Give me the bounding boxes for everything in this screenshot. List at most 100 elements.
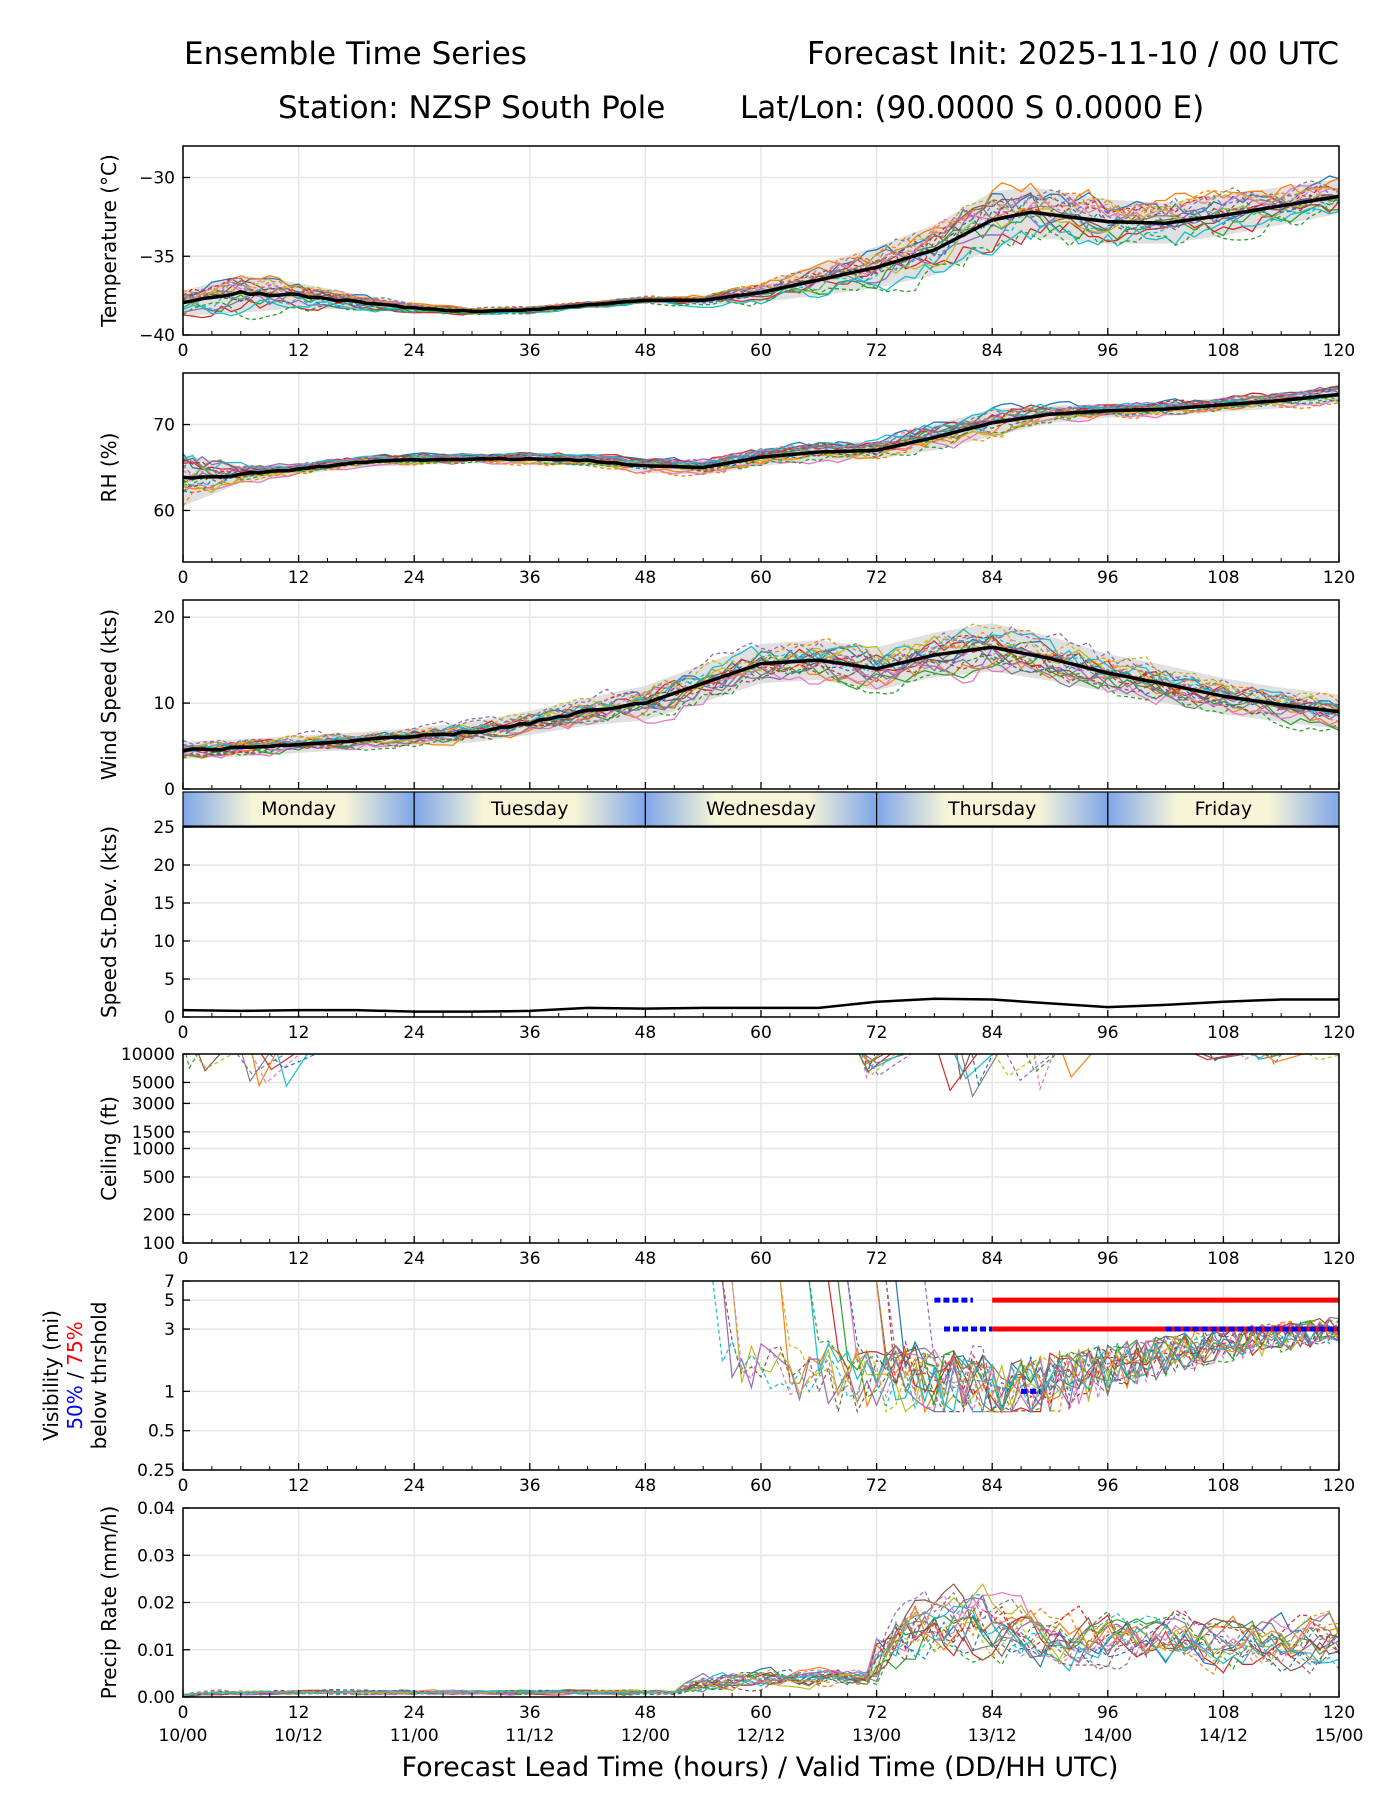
ceiling-member-line — [858, 1054, 881, 1070]
chart-title-left: Ensemble Time Series — [184, 36, 527, 72]
x-tick-label: 24 — [403, 1476, 425, 1496]
y-tick-label: 0.00 — [137, 1688, 175, 1708]
ceiling-member-line — [194, 1054, 233, 1070]
x-tick-label: 108 — [1207, 568, 1239, 588]
ensemble-member-line — [183, 207, 1339, 317]
ceiling-member-line — [251, 1054, 300, 1084]
label-75-percent: 75% — [63, 1321, 87, 1365]
plot-area — [185, 1054, 1339, 1098]
day-band — [875, 791, 1109, 827]
x-tick-label: 96 — [1097, 1476, 1119, 1496]
ceiling-member-line — [1062, 1054, 1092, 1079]
visibility-member-line — [924, 1281, 1339, 1399]
y-axis-label: Precip Rate (mm/h) — [97, 1506, 121, 1700]
x-tick-label: 84 — [981, 1476, 1003, 1496]
x-tick-label: 72 — [866, 1249, 888, 1269]
plot-area — [183, 1582, 1339, 1697]
x-tick-label: 120 — [1323, 341, 1355, 361]
x-tick-label: 12 — [288, 1703, 310, 1723]
y-tick-label: 20 — [153, 856, 175, 876]
plot-area — [712, 1281, 1339, 1414]
valid-time-label: 12/00 — [621, 1726, 670, 1746]
ceiling-member-line — [864, 1054, 912, 1077]
x-tick-label: 12 — [288, 1476, 310, 1496]
valid-time-label: 12/12 — [737, 1726, 786, 1746]
ceiling-member-line — [961, 1054, 999, 1098]
y-tick-label: 200 — [143, 1206, 175, 1226]
ceiling-member-line — [1263, 1054, 1304, 1063]
x-tick-label: 48 — [635, 1703, 657, 1723]
y-tick-label: 25 — [153, 818, 175, 838]
x-tick-label: 84 — [981, 1249, 1003, 1269]
x-tick-label: 12 — [288, 568, 310, 588]
x-tick-label: 60 — [750, 1249, 772, 1269]
x-tick-label: 72 — [866, 1703, 888, 1723]
valid-time-label: 13/12 — [968, 1726, 1017, 1746]
label-slash: / — [63, 1366, 87, 1385]
x-axis-label: Forecast Lead Time (hours) / Valid Time … — [402, 1752, 1119, 1783]
y-axis-label: RH (%) — [97, 433, 121, 503]
ceiling-member-line — [269, 1054, 317, 1069]
x-tick-label: 96 — [1097, 1703, 1119, 1723]
x-tick-label: 108 — [1207, 1249, 1239, 1269]
day-label: Wednesday — [706, 798, 816, 820]
ceiling-member-line — [251, 1054, 276, 1088]
y-tick-label: 7 — [164, 1272, 175, 1292]
panel-visibility: 0.25 0.5 1 3 57 Visibility (mi) 50% / 75% below… — [39, 1272, 1355, 1496]
y-axis-label: Temperature (°C) — [97, 154, 121, 328]
x-tick-label: 108 — [1207, 1023, 1239, 1043]
y-tick-label: 10000 — [121, 1045, 175, 1065]
ceiling-member-line — [994, 1054, 1042, 1077]
ceiling-member-line — [1025, 1054, 1057, 1073]
x-tick-label: 84 — [981, 568, 1003, 588]
x-tick-label: 72 — [866, 568, 888, 588]
speed-stdev-line — [183, 997, 1339, 1013]
x-tick-label: 36 — [519, 341, 541, 361]
day-band — [1107, 791, 1340, 827]
chart-title-right: Forecast Init: 2025-11-10 / 00 UTC — [807, 36, 1339, 72]
y-tick-label: 0.5 — [148, 1422, 175, 1442]
valid-time-label: 14/12 — [1199, 1726, 1248, 1746]
visibility-member-line — [885, 1281, 1339, 1414]
precip-member-line — [183, 1605, 1339, 1697]
y-tick-label: 0.25 — [137, 1461, 175, 1481]
x-tick-label: 96 — [1097, 568, 1119, 588]
ensemble-member-line — [183, 389, 1339, 478]
x-tick-label: 0 — [178, 341, 189, 361]
panel-precip: 0.00 0.01 0.02 0.03 0.04 Precip Rate (mm/h) 0 1… — [97, 1499, 1364, 1746]
y-tick-label: 5 — [164, 1291, 175, 1311]
ensemble-member-line — [183, 189, 1339, 311]
label-50-percent: 50% — [63, 1385, 87, 1429]
ensemble-member-line — [183, 626, 1339, 745]
y-tick-label: 1000 — [132, 1140, 175, 1160]
visibility-member-line — [847, 1281, 1339, 1413]
ceiling-member-line — [1006, 1054, 1053, 1082]
precip-member-line — [183, 1594, 1339, 1697]
x-tick-label: 96 — [1097, 1249, 1119, 1269]
ensemble-member-line — [183, 653, 1339, 759]
ceiling-member-line — [1254, 1054, 1267, 1061]
x-tick-label: 60 — [750, 1023, 772, 1043]
x-tick-label: 36 — [519, 568, 541, 588]
valid-time-label: 13/00 — [852, 1726, 901, 1746]
valid-time-label: 10/00 — [159, 1726, 208, 1746]
valid-time-label: 11/12 — [505, 1726, 554, 1746]
x-tick-label: 48 — [635, 1476, 657, 1496]
x-tick-label: 24 — [403, 1023, 425, 1043]
y-tick-label: 0.03 — [137, 1546, 175, 1566]
y-tick-label: 500 — [143, 1168, 175, 1188]
y-tick-label: −35 — [139, 247, 175, 267]
ensemble-member-line — [183, 187, 1339, 311]
y-axis-label: Visibility (mi) — [39, 1310, 63, 1441]
ceiling-member-line — [236, 1054, 286, 1075]
plot-area — [183, 385, 1339, 507]
x-tick-label: 12 — [288, 341, 310, 361]
x-tick-label: 72 — [866, 1023, 888, 1043]
panel-rh: 60 70 RH (%) 0 12 24 36 48 60 72 84 96 108 120 — [97, 372, 1355, 588]
plot-area — [183, 623, 1339, 759]
y-tick-label: −30 — [139, 169, 175, 189]
ensemble-member-line — [183, 646, 1339, 757]
y-tick-label: 70 — [153, 416, 175, 436]
x-tick-label: 48 — [635, 1249, 657, 1269]
ceiling-member-line — [198, 1054, 221, 1072]
